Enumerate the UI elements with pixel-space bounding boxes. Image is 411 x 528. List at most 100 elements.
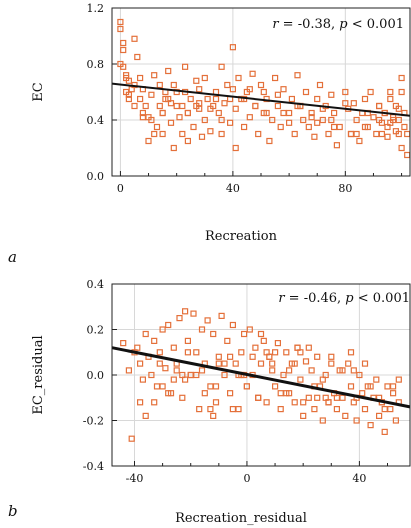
panel-a-points (117, 18, 411, 159)
data-point (353, 417, 360, 424)
data-point (390, 390, 397, 397)
panel-b-p-symbol: p (345, 291, 354, 306)
data-point (260, 88, 267, 96)
data-point (342, 412, 349, 419)
data-point (232, 360, 239, 367)
data-point (302, 358, 310, 365)
data-point (269, 367, 276, 374)
data-point (257, 81, 265, 89)
data-point (193, 77, 200, 84)
panel-b-chart: -40 0 40 -0.4 -0.2 0.0 0.2 0.4 r = -0.46, p < 0… (8, 278, 411, 526)
data-point (207, 105, 214, 112)
x-tick-label: 0 (117, 182, 124, 195)
data-point (263, 399, 270, 406)
data-point (387, 88, 394, 96)
data-point (224, 337, 231, 344)
data-point (361, 123, 369, 131)
data-point (207, 128, 214, 135)
data-point (328, 91, 335, 98)
data-point (367, 422, 374, 429)
data-point (255, 394, 262, 401)
data-point (277, 406, 284, 413)
data-point (246, 326, 253, 333)
data-point (300, 116, 307, 124)
data-point (204, 317, 211, 324)
data-point (300, 412, 307, 419)
data-point (252, 344, 259, 351)
data-point (381, 406, 388, 413)
data-point (269, 360, 276, 367)
data-point (314, 353, 321, 360)
data-point (328, 116, 335, 124)
data-point (333, 394, 340, 401)
data-point (179, 394, 186, 401)
data-point (198, 326, 206, 333)
data-point (308, 109, 315, 117)
data-point (325, 130, 332, 138)
panel-a-ticks: 0 40 80 0.0 0.4 0.8 1.2 (87, 2, 403, 195)
data-point (353, 116, 360, 124)
data-point (125, 91, 133, 98)
data-point (184, 337, 191, 344)
data-point (190, 123, 197, 131)
data-point (184, 137, 191, 145)
data-point (198, 133, 206, 140)
x-tick-label: 40 (226, 182, 240, 195)
panel-b-y-axis-label: EC_residual (31, 335, 46, 414)
data-point (297, 376, 304, 383)
data-point (159, 130, 166, 138)
data-point (210, 412, 217, 419)
data-point (263, 109, 270, 117)
data-point (246, 86, 253, 93)
data-point (173, 88, 180, 96)
panel-a-r-value: = -0.38, (279, 17, 340, 32)
data-point (361, 360, 369, 367)
data-point (361, 95, 369, 103)
data-point (280, 109, 287, 117)
data-point (125, 367, 133, 374)
data-point (137, 360, 144, 367)
data-point (170, 144, 177, 152)
data-point (322, 394, 329, 401)
data-point (311, 406, 318, 413)
data-point (193, 349, 200, 356)
data-point (235, 74, 242, 82)
data-point (356, 371, 363, 379)
data-point (134, 53, 141, 61)
data-point (120, 39, 127, 47)
data-point (198, 367, 206, 374)
y-tick-label: 0.2 (87, 324, 105, 337)
data-point (314, 119, 321, 126)
data-point (227, 119, 234, 126)
data-point (142, 102, 149, 110)
data-point (384, 133, 391, 140)
panel-a-annotation: r = -0.38, p < 0.001 (272, 17, 404, 32)
panel-a-x-axis-label: Recreation (205, 229, 278, 244)
data-point (367, 88, 374, 96)
data-point (319, 417, 326, 424)
data-point (167, 119, 175, 126)
data-point (153, 383, 161, 390)
data-point (361, 406, 369, 413)
data-point (235, 406, 242, 413)
data-point (353, 130, 360, 138)
data-point (165, 321, 172, 329)
data-point (142, 412, 149, 419)
panel-a-y-axis-label: EC (31, 82, 46, 101)
data-point (204, 95, 211, 103)
data-point (367, 383, 374, 390)
data-point (345, 360, 352, 367)
data-point (277, 390, 284, 397)
data-point (207, 383, 214, 390)
panel-a-fit-line (111, 82, 411, 117)
data-point (117, 60, 124, 68)
data-point (395, 116, 402, 124)
data-point (137, 95, 144, 103)
data-point (182, 63, 189, 70)
data-point (139, 376, 146, 383)
data-point (210, 330, 217, 338)
panel-b-x-axis-label: Recreation_residual (175, 511, 307, 526)
data-point (257, 330, 265, 338)
data-point (314, 394, 321, 401)
data-point (395, 376, 402, 383)
